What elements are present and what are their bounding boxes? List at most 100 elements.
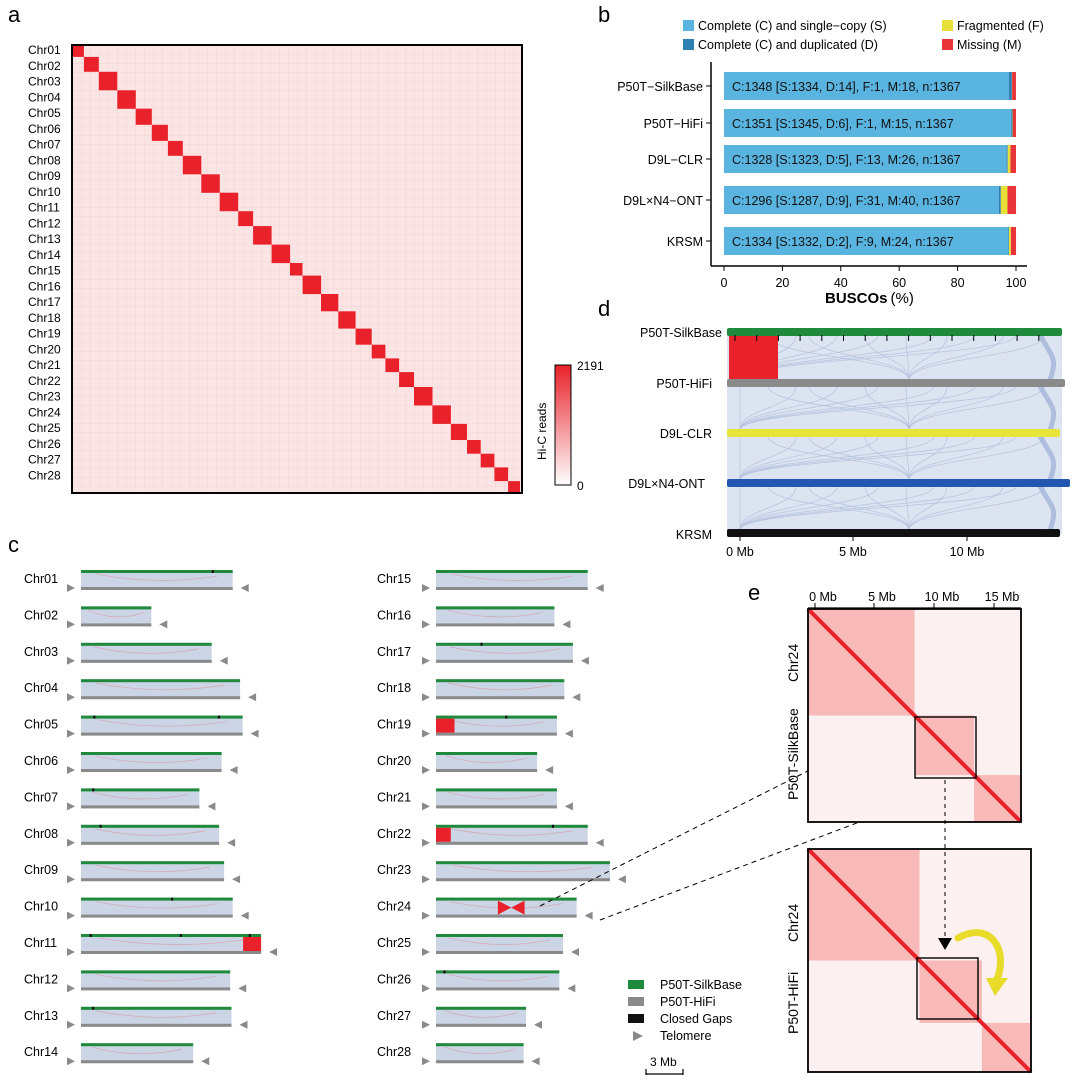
chr24-silkbase-frame [807,608,1022,823]
assembly-bar-3 [727,479,1070,487]
chr-top-bar-chr14 [81,1043,194,1047]
telomere-right-chr01 [240,584,249,592]
chr-name-chr28: Chr28 [377,1045,411,1059]
synteny-link-band-1 [1037,384,1057,431]
chr-name-chr13: Chr13 [24,1009,58,1023]
legend-swatch-11 [628,997,644,1006]
synteny-link-0-11 [908,334,1004,381]
hic-block-chr06 [151,124,168,141]
chr-top-bar-chr20 [436,752,538,755]
synteny-link-3-4 [739,485,838,531]
chr-top-bar-chr17 [436,642,573,646]
chr-bottom-bar-chr07 [81,805,200,809]
panel-label-d: d [598,296,610,321]
hic-block-chr19 [371,344,386,359]
telomere-left-chr12 [67,984,75,993]
synteny-link-3-13 [908,485,1045,531]
chr-label-chr14: Chr14 [28,248,61,262]
chr-name-chr11: Chr11 [24,936,57,950]
busco-bar-seg-3-0 [724,186,999,214]
telomere-right-chr26 [567,984,576,993]
chr-label-chr26: Chr26 [28,437,61,451]
chr-trace-chr14 [92,1046,183,1055]
chr-top-bar-chr16 [436,606,555,610]
chr-band-chr20 [436,752,538,772]
busco-bar-seg-4-3 [1010,227,1017,255]
hic-block-chr18 [355,328,372,345]
telomere-right-chr03 [219,656,228,665]
chr-name-chr07: Chr07 [24,790,58,804]
inversion-flip-arrow [954,929,1004,986]
busco-bar-seg-2-1 [1006,145,1008,173]
chr-bottom-bar-chr23 [436,878,610,882]
telomere-right-chr05 [250,729,259,738]
telomere-left-chr28 [422,1057,430,1066]
busco-legend: Complete (C) and single−copy (S) Fragment… [683,19,1044,52]
chr-trace-chr09 [95,864,210,873]
chr-band-chr11 [81,934,262,954]
chr-trace-chr18 [448,682,552,691]
chr-band-chr13 [81,1006,232,1027]
chr-band-chr27 [436,1006,526,1027]
telomere-right-chr25 [571,948,580,956]
synteny-link-0-7 [905,334,910,381]
telomere-left-chr02 [67,620,75,629]
synteny-link-1-5 [864,385,910,431]
chr-gap-chr05-0 [93,715,96,719]
zoom-arrow-head [938,938,952,950]
chr-label-chr10: Chr10 [28,185,61,199]
synteny-link-1-9 [908,385,948,431]
busco-bar-label-1: C:1351 [S:1345, D:6], F:1, M:15, n:1367 [732,117,954,131]
telomere-left-chr21 [422,802,430,811]
synteny-link-3-11 [908,485,1004,531]
chr-bottom-bar-chr20 [436,769,538,772]
legend-label-10: P50T-SilkBase [660,978,742,992]
chr-trace-chr13 [95,1010,217,1018]
hic-block-chr13 [271,244,291,264]
chr-bottom-bar-chr26 [436,987,560,991]
telomere-left-chr15 [422,584,430,592]
chr-top-bar-chr05 [81,715,243,719]
busco-x-ticklabel-5: 100 [1006,276,1027,290]
synteny-link-1-2 [739,385,797,431]
chr24-silkbase-zoom-box [914,716,977,779]
chr-trace-chr22 [451,828,573,836]
chr-top-bar-chr06 [81,752,222,755]
chr-bottom-bar-chr09 [81,878,225,882]
top-chr-label: Chr24 [785,644,801,682]
chr-gap-chr08-0 [99,824,102,828]
chr-trace-chr17 [449,646,560,654]
synteny-link-2-13 [908,435,1045,481]
chr-name-chr26: Chr26 [377,972,411,986]
chr-top-bar-chr11 [81,934,262,937]
busco-bar-label-2: C:1328 [S:1323, D:5], F:13, M:26, n:1367 [732,153,961,167]
hic-block-chr28 [508,481,520,493]
chr-label-chr16: Chr16 [28,279,61,293]
chr-inversion-chr22 [436,827,451,842]
chr-name-chr09: Chr09 [24,863,58,877]
chr-bottom-bar-chr24 [436,914,577,918]
chr-label-chr09: Chr09 [28,169,61,183]
hic-block-chr10 [219,192,239,212]
chr-bottom-bar-chr05 [81,732,243,736]
busco-bar-seg-4-0 [724,227,1009,255]
chr-top-bar-chr13 [81,1006,232,1010]
chr-label-chr06: Chr06 [28,122,61,136]
chr-bottom-bar-chr15 [436,587,588,590]
legend-label-13: Telomere [660,1029,711,1043]
telomere-left-chr23 [422,875,430,884]
busco-bar-seg-2-0 [724,145,1007,173]
synteny-link-1-13 [908,385,1045,431]
hic-block-chr25 [467,440,481,454]
busco-category-label-0: P50T−SilkBase [617,80,703,94]
busco-x-ticklabel-4: 80 [951,276,965,290]
chr-trace-chr27 [444,1010,518,1018]
telomere-right-chr04 [248,693,257,702]
chr-band-chr23 [436,861,610,882]
telomere-right-chr11 [269,948,278,956]
legend-swatch-12 [628,1014,644,1023]
chr-band-chr03 [81,642,212,663]
chr-band-chr28 [436,1043,524,1064]
scale-bar-label: 3 Mb [650,1055,677,1069]
